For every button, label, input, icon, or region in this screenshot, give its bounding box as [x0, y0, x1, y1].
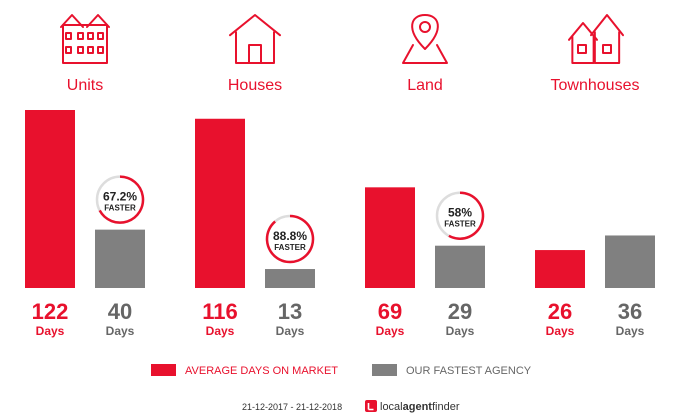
townhouses-icon: [568, 14, 624, 64]
category-label: Units: [67, 77, 103, 94]
faster-badge: 67.2%FASTER: [95, 175, 145, 224]
badge-progress-arc: [448, 191, 485, 240]
days-unit-label: Days: [546, 324, 575, 338]
land-pin-icon: [402, 14, 448, 64]
value-label-agency: 13: [278, 299, 302, 324]
category-label: Houses: [228, 77, 282, 94]
badge-faster-label: FASTER: [274, 243, 306, 252]
badge-faster-label: FASTER: [104, 204, 136, 213]
category-label: Land: [407, 77, 443, 94]
value-label-agency: 36: [618, 299, 642, 324]
badge-progress-arc: [98, 175, 145, 224]
days-unit-label: Days: [616, 324, 645, 338]
value-label-market: 69: [378, 299, 402, 324]
value-label-market: 26: [548, 299, 572, 324]
bar-market: [535, 250, 585, 288]
legend: AVERAGE DAYS ON MARKET OUR FASTEST AGENC…: [151, 364, 532, 377]
badge-percent: 58%: [448, 206, 472, 220]
days-unit-label: Days: [106, 324, 135, 338]
bar-market: [365, 187, 415, 288]
house-icon: [229, 14, 281, 64]
footer: 21-12-2017 - 21-12-2018 localagentfinder: [242, 400, 460, 413]
days-unit-label: Days: [446, 324, 475, 338]
brand-name: localagentfinder: [380, 401, 460, 413]
value-label-market: 116: [202, 299, 238, 324]
brand-logo: localagentfinder: [365, 400, 460, 413]
bar-agency: [95, 229, 145, 288]
bar-market: [195, 118, 245, 289]
days-unit-label: Days: [276, 324, 305, 338]
bars: [25, 110, 655, 289]
faster-badge: 58%FASTER: [435, 191, 485, 240]
brand-logo-mark: [367, 403, 374, 411]
value-labels: 122Days40Days116Days13Days69Days29Days26…: [32, 299, 645, 338]
value-label-agency: 40: [108, 299, 132, 324]
badge-percent: 88.8%: [273, 229, 307, 243]
bar-agency: [605, 235, 655, 288]
value-label-agency: 29: [448, 299, 472, 324]
category-labels: Units Houses Land Townhouses: [67, 77, 640, 94]
bar-agency: [265, 269, 315, 288]
faster-badge: 88.8%FASTER: [265, 214, 315, 264]
badge-progress-arc: [265, 214, 315, 264]
legend-label-market: AVERAGE DAYS ON MARKET: [185, 365, 338, 377]
bar-market: [25, 110, 75, 288]
legend-swatch-agency: [372, 364, 397, 376]
badge-faster-label: FASTER: [444, 220, 476, 229]
badge-percent: 67.2%: [103, 190, 137, 204]
category-label: Townhouses: [551, 77, 640, 94]
legend-label-agency: OUR FASTEST AGENCY: [406, 365, 532, 377]
value-label-market: 122: [32, 299, 69, 324]
days-unit-label: Days: [206, 324, 235, 338]
units-building-icon: [60, 14, 110, 64]
days-unit-label: Days: [36, 324, 65, 338]
bar-agency: [435, 245, 485, 288]
category-icons: [60, 14, 624, 64]
legend-swatch-market: [151, 364, 176, 376]
footer-date-range: 21-12-2017 - 21-12-2018: [242, 402, 342, 412]
days-unit-label: Days: [376, 324, 405, 338]
